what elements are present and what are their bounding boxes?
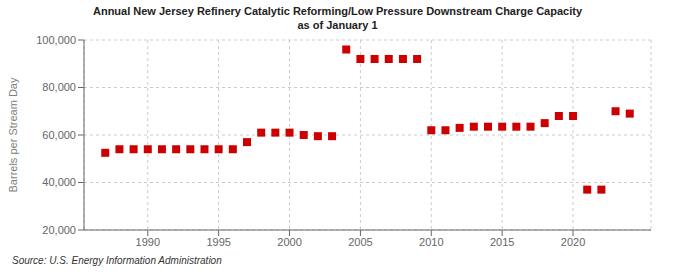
svg-text:2010: 2010: [419, 236, 443, 248]
svg-text:40,000: 40,000: [42, 176, 76, 188]
svg-text:2020: 2020: [561, 236, 585, 248]
html-text:as of January 1: as of January 1: [297, 19, 378, 31]
svg-text:1995: 1995: [206, 236, 230, 248]
svg-text:80,000: 80,000: [42, 81, 76, 93]
html-text:Source: U.S. Energy Informatio: Source: U.S. Energy Information Administ…: [12, 255, 222, 266]
svg-text:2005: 2005: [348, 236, 372, 248]
svg-text:1990: 1990: [136, 236, 160, 248]
svg-text:2000: 2000: [277, 236, 301, 248]
html-text:Annual New Jersey Refinery Cat: Annual New Jersey Refinery Catalytic Ref…: [93, 5, 582, 17]
svg-text:100,000: 100,000: [36, 34, 76, 46]
svg-text:60,000: 60,000: [42, 129, 76, 141]
svg-text:2015: 2015: [490, 236, 514, 248]
svg-text:Barrels per Stream Day: Barrels per Stream Day: [8, 77, 19, 192]
svg-text:20,000: 20,000: [42, 224, 76, 236]
